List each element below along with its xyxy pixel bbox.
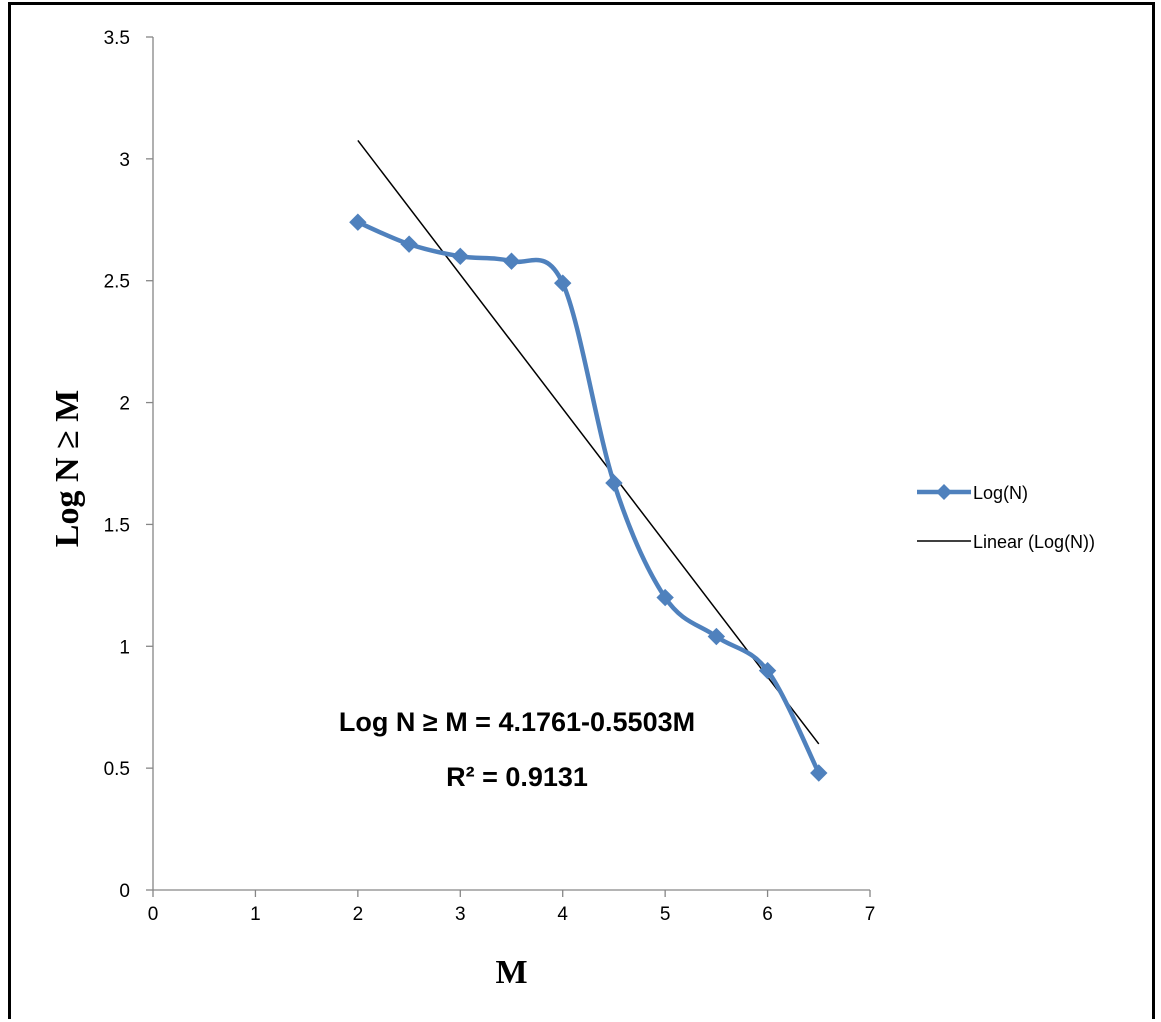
- legend-trendline-label: Linear (Log(N)): [973, 532, 1095, 552]
- r-squared-label: R² = 0.9131: [446, 762, 588, 792]
- x-tick-label: 2: [353, 904, 364, 925]
- data-point-marker: [451, 247, 469, 266]
- axes: [146, 36, 871, 897]
- data-point-marker: [400, 235, 418, 253]
- data-point-marker: [810, 764, 828, 782]
- trendline-equation: Log N ≥ M = 4.1761-0.5503M: [339, 707, 695, 737]
- data-point-marker: [758, 661, 777, 680]
- data-point-marker: [554, 274, 572, 292]
- x-tick-label: 0: [148, 904, 159, 925]
- legend-series-label: Log(N): [973, 483, 1028, 503]
- data-point-marker: [605, 474, 623, 492]
- series-line: [356, 220, 821, 775]
- series-layer: [349, 213, 828, 782]
- y-axis-title: Log N ≥ M: [49, 390, 86, 547]
- y-tick-label: 3: [119, 150, 130, 171]
- data-point-marker: [502, 252, 521, 270]
- x-tick-label: 5: [660, 904, 671, 925]
- legend: Log(N) Linear (Log(N)): [917, 483, 1095, 552]
- x-axis-title: M: [495, 954, 527, 991]
- x-tick-label: 6: [762, 904, 773, 925]
- data-point-marker: [707, 627, 726, 646]
- y-tick-label: 1: [119, 637, 130, 658]
- y-tick-label: 2: [119, 394, 130, 415]
- legend-series-marker: [936, 484, 952, 500]
- y-tick-label: 1.5: [104, 515, 130, 536]
- y-tick-label: 3.5: [104, 28, 130, 49]
- data-point-marker: [349, 213, 367, 231]
- y-tick-label: 0.5: [104, 759, 130, 780]
- x-tick-label: 1: [250, 904, 261, 925]
- trendline-layer: [357, 140, 820, 745]
- y-tick-label: 0: [119, 881, 130, 902]
- data-point-marker: [656, 588, 674, 607]
- labels-layer: 0 1 2 3 4 5 6 7 0 0.5 1 1.5 2 2.5 3 3.5 M Log N ≥ M Log N …: [49, 28, 875, 991]
- x-tick-label: 3: [455, 904, 466, 925]
- trendline: [357, 140, 820, 745]
- x-tick-label: 7: [865, 904, 876, 925]
- line-chart: 0 1 2 3 4 5 6 7 0 0.5 1 1.5 2 2.5 3 3.5 M Log N ≥ M Log N …: [49, 28, 1095, 991]
- chart-frame: 0 1 2 3 4 5 6 7 0 0.5 1 1.5 2 2.5 3 3.5 M Log N ≥ M Log N …: [8, 2, 1155, 1019]
- y-tick-label: 2.5: [104, 272, 130, 293]
- x-tick-label: 4: [557, 904, 568, 925]
